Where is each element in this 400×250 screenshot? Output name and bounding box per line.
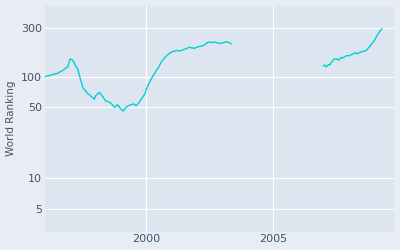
Y-axis label: World Ranking: World Ranking: [6, 81, 16, 156]
